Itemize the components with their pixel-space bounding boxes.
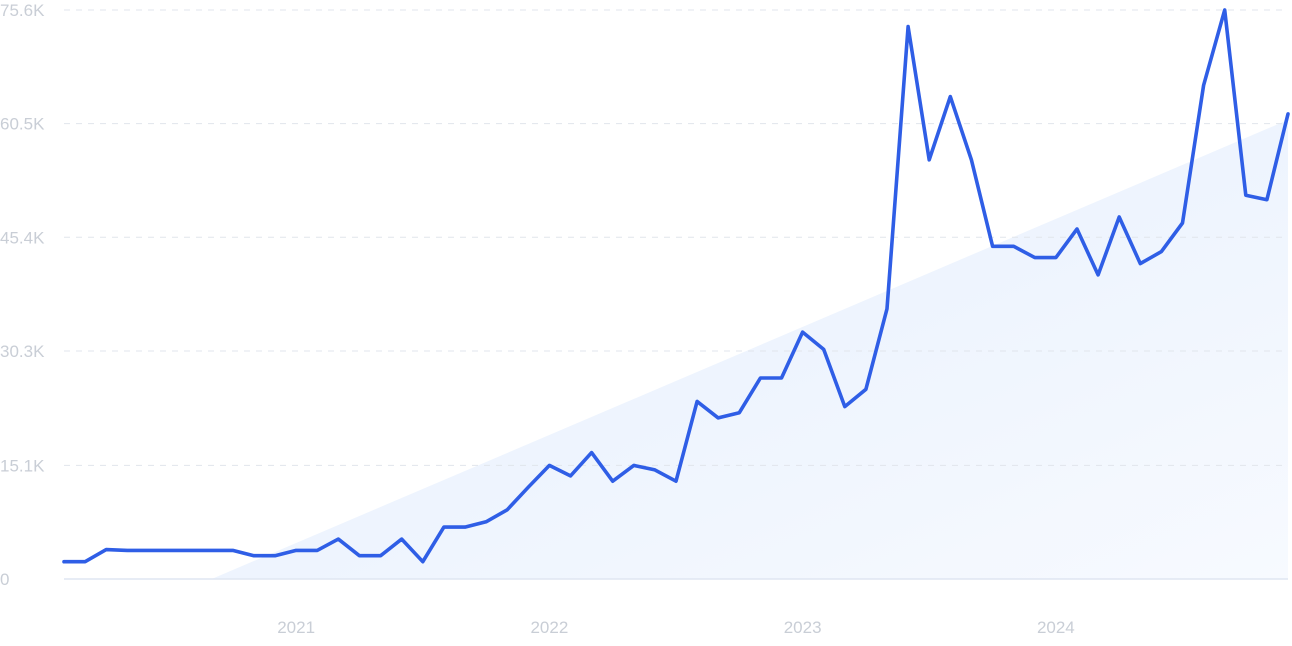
- series-line: [62, 8, 1290, 564]
- x-tick-label: 2023: [784, 618, 822, 637]
- y-tick-label: 60.5K: [0, 115, 45, 134]
- x-tick-label: 2024: [1037, 618, 1075, 637]
- y-tick-label: 75.6K: [0, 1, 45, 20]
- y-tick-label: 45.4K: [0, 228, 45, 247]
- y-tick-label: 15.1K: [0, 456, 45, 475]
- trend-area: [211, 119, 1289, 580]
- x-tick-label: 2022: [530, 618, 568, 637]
- y-tick-label: 0: [0, 570, 9, 589]
- x-tick-label: 2021: [277, 618, 315, 637]
- y-tick-label: 30.3K: [0, 342, 45, 361]
